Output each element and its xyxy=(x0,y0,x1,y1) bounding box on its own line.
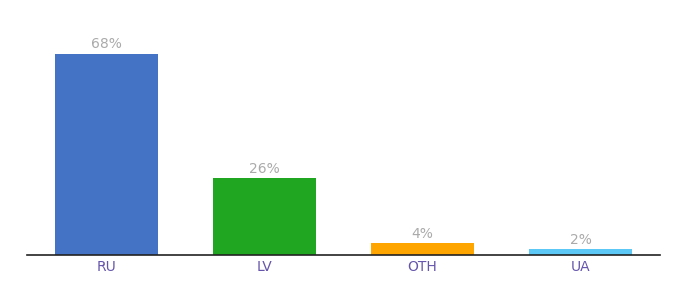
Text: 2%: 2% xyxy=(570,233,592,247)
Bar xyxy=(529,249,632,255)
Bar xyxy=(55,54,158,255)
Text: 4%: 4% xyxy=(411,227,433,241)
Bar xyxy=(213,178,316,255)
Text: 68%: 68% xyxy=(91,37,122,51)
Text: 26%: 26% xyxy=(249,162,279,176)
Bar xyxy=(371,243,474,255)
